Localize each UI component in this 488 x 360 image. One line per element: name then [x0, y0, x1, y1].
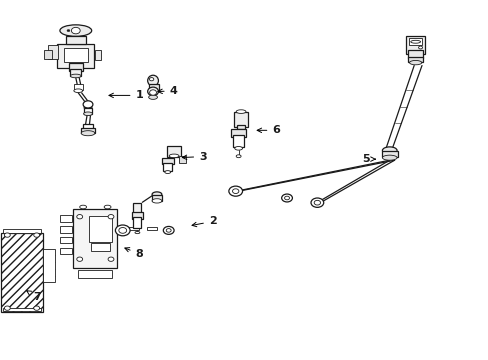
Bar — [58, 44, 94, 68]
Bar — [133, 217, 141, 228]
Text: 1: 1 — [109, 90, 143, 100]
Bar — [146, 227, 157, 230]
Ellipse shape — [34, 306, 40, 310]
Bar — [167, 146, 181, 157]
Ellipse shape — [77, 257, 82, 261]
Ellipse shape — [115, 225, 130, 236]
Ellipse shape — [232, 189, 238, 194]
Ellipse shape — [71, 27, 80, 34]
Ellipse shape — [74, 89, 82, 93]
Bar — [126, 227, 139, 230]
Bar — [91, 243, 109, 251]
Text: 8: 8 — [124, 248, 143, 259]
Bar — [60, 226, 72, 233]
Bar — [44, 50, 52, 59]
Bar — [179, 156, 185, 163]
Bar — [234, 112, 247, 127]
Ellipse shape — [147, 87, 158, 96]
Ellipse shape — [108, 215, 114, 219]
Ellipse shape — [408, 60, 421, 65]
Bar — [132, 212, 142, 219]
Ellipse shape — [163, 226, 174, 234]
Ellipse shape — [108, 257, 114, 261]
Ellipse shape — [60, 25, 92, 36]
Bar — [83, 124, 93, 130]
Ellipse shape — [67, 30, 70, 32]
Bar — [70, 69, 81, 76]
Ellipse shape — [147, 75, 158, 86]
Bar — [66, 36, 85, 44]
Bar — [152, 195, 162, 201]
Bar — [407, 50, 423, 58]
Bar — [63, 48, 88, 62]
Ellipse shape — [152, 192, 162, 197]
Text: 7: 7 — [27, 291, 41, 302]
Ellipse shape — [83, 112, 92, 116]
Ellipse shape — [418, 46, 422, 49]
Ellipse shape — [382, 155, 396, 160]
Text: 3: 3 — [182, 152, 206, 162]
Bar — [381, 152, 397, 157]
Bar — [236, 125, 245, 129]
Bar — [60, 248, 72, 254]
Ellipse shape — [310, 198, 323, 207]
Bar — [78, 270, 112, 278]
Ellipse shape — [77, 215, 82, 219]
Bar — [3, 229, 41, 233]
Text: 6: 6 — [257, 125, 280, 135]
Ellipse shape — [169, 154, 179, 158]
Ellipse shape — [284, 196, 289, 200]
Bar — [83, 108, 92, 114]
Ellipse shape — [152, 199, 162, 203]
Ellipse shape — [119, 228, 126, 233]
Bar — [407, 57, 422, 62]
Ellipse shape — [313, 200, 320, 205]
Ellipse shape — [135, 231, 140, 234]
Bar — [60, 237, 72, 243]
Ellipse shape — [80, 205, 86, 209]
Bar — [43, 249, 55, 282]
Ellipse shape — [149, 78, 153, 81]
Ellipse shape — [83, 101, 93, 108]
Ellipse shape — [382, 147, 396, 154]
Ellipse shape — [104, 205, 111, 209]
Bar — [88, 216, 112, 242]
Bar — [69, 63, 82, 71]
Bar — [231, 129, 245, 137]
Ellipse shape — [281, 194, 292, 202]
Ellipse shape — [149, 90, 156, 95]
Ellipse shape — [236, 110, 245, 113]
Bar — [73, 209, 117, 268]
Ellipse shape — [81, 131, 95, 136]
Ellipse shape — [236, 155, 241, 158]
Bar — [149, 84, 159, 90]
Ellipse shape — [410, 40, 420, 43]
Text: 5: 5 — [361, 154, 375, 164]
Bar — [233, 135, 244, 148]
Ellipse shape — [34, 233, 40, 237]
Ellipse shape — [4, 306, 10, 310]
Bar — [1, 233, 42, 312]
Ellipse shape — [164, 171, 170, 174]
Bar — [161, 158, 174, 164]
Bar — [48, 45, 58, 59]
Bar — [3, 308, 41, 311]
Text: 4: 4 — [158, 86, 177, 96]
Bar — [163, 163, 172, 171]
Ellipse shape — [148, 95, 157, 99]
Bar — [60, 215, 72, 222]
Ellipse shape — [228, 186, 242, 196]
Ellipse shape — [4, 233, 10, 237]
Text: 2: 2 — [192, 216, 216, 227]
Bar — [74, 85, 82, 90]
Ellipse shape — [70, 74, 81, 78]
Bar — [405, 36, 425, 54]
Bar — [408, 38, 422, 45]
Ellipse shape — [166, 229, 171, 232]
Bar — [95, 50, 101, 60]
Bar — [81, 128, 95, 133]
Ellipse shape — [234, 147, 242, 150]
Bar — [133, 203, 141, 215]
